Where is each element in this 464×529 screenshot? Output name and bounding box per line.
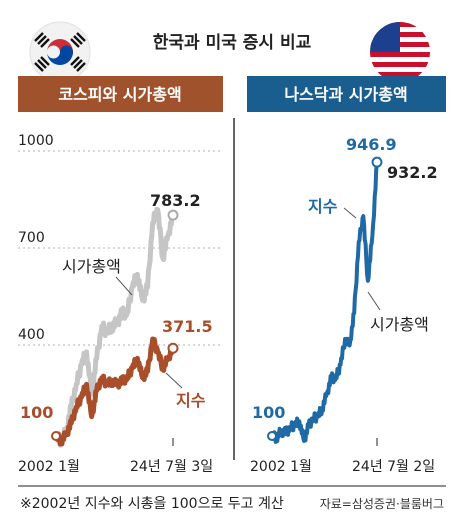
kr-marketcap-end-label: 783.2 [150, 191, 201, 210]
kr-marketcap-end-point [167, 209, 179, 221]
kr-chart: 1000 700 400 100 783.2 371.5 시가총액 지수 2002 … [18, 133, 220, 475]
figure-title: 한국과 미국 증시 비교 [153, 33, 312, 53]
kr-y-tick-label: 1000 [18, 133, 54, 149]
us-title-band [247, 76, 446, 112]
us-chart-title: 나스닥과 시가총액 [284, 85, 407, 104]
us-flag [370, 22, 430, 82]
kr-title-band [18, 76, 223, 112]
us-start-point [267, 431, 277, 441]
kr-marketcap-series-label: 시가총액 [62, 257, 121, 276]
us-x-end-label: 24년 7월 2일 [352, 459, 435, 475]
kr-x-end-label: 24년 7월 3일 [130, 459, 213, 475]
us-index-leader-line [343, 207, 357, 219]
us-marketcap-end-label: 932.2 [387, 163, 438, 182]
us-index-line [270, 161, 379, 444]
south-korea-flag [29, 21, 91, 83]
us-start-label: 100 [252, 403, 285, 422]
kr-index-end-point [167, 342, 179, 354]
us-index-series-label: 지수 [308, 197, 338, 216]
kr-start-point [51, 431, 61, 441]
kr-marketcap-leader-line [115, 276, 133, 296]
kr-index-end-label: 371.5 [162, 317, 213, 336]
footnote: ※2002년 지수와 시총을 100으로 두고 계산 [20, 496, 284, 512]
us-x-start-label: 2002 1월 [250, 459, 312, 475]
us-marketcap-series-label: 시가총액 [370, 315, 429, 334]
us-chart: 100 946.9 932.2 지수 시가총액 2002 1월 24년 7월 2… [250, 135, 438, 475]
kr-marketcap-line [53, 206, 176, 448]
us-end-point [371, 156, 383, 168]
kr-index-line [53, 336, 176, 447]
kr-x-start-label: 2002 1월 [18, 459, 80, 475]
kr-y-tick-label: 400 [18, 327, 45, 343]
source-credit: 자료=삼성증권·블룸버그 [320, 497, 444, 511]
kr-index-series-label: 지수 [176, 391, 206, 410]
us-marketcap-leader-line [367, 291, 381, 311]
kr-index-leader-line [165, 372, 183, 389]
kr-start-label: 100 [20, 403, 53, 422]
kr-chart-title: 코스피와 시가총액 [58, 85, 181, 104]
us-index-end-label: 946.9 [346, 135, 397, 154]
kr-y-tick-label: 700 [18, 230, 45, 246]
